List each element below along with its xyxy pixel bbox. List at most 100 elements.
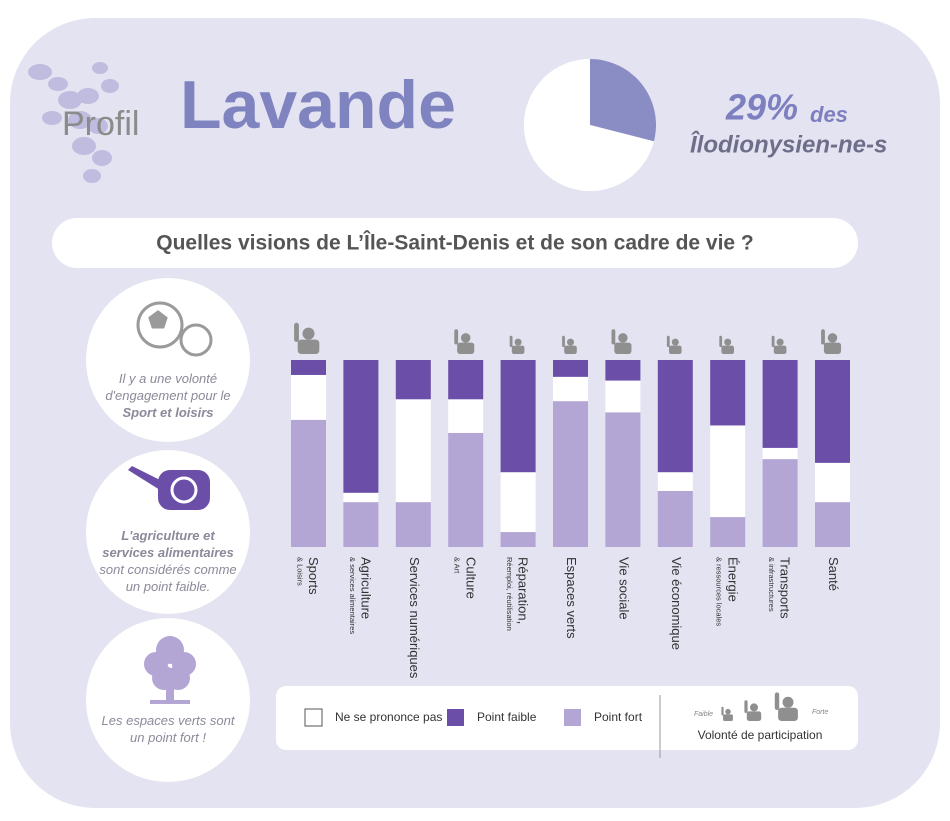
bar-segment (553, 401, 588, 547)
category-label: Transports (778, 557, 793, 619)
bar-segment (291, 419, 326, 547)
note-segment: L'agriculture et services alimentaires (102, 528, 234, 560)
category-label: Vie sociale (616, 557, 631, 620)
bar-segment (395, 502, 431, 547)
person-arm (454, 329, 459, 345)
side-note: Il y a une volonté d'engagement pour le … (98, 370, 238, 421)
person-arm (509, 335, 513, 347)
side-note: L'agriculture et services alimentaires s… (98, 527, 238, 595)
bar-segment (395, 360, 431, 400)
bar-segment (291, 374, 326, 420)
person-arm (562, 335, 565, 347)
note-circle (86, 278, 250, 442)
category-note: & services alimentaires (348, 557, 357, 634)
person-body (823, 342, 842, 354)
bar-segment (500, 472, 536, 533)
person-body (721, 345, 734, 354)
legend-label: Point faible (477, 710, 537, 724)
person-head (514, 338, 522, 346)
person-head (618, 333, 628, 343)
person-arm (294, 322, 299, 342)
participation-icon (666, 335, 682, 354)
category-label: Culture (463, 557, 478, 599)
header-prefix: Profil (62, 105, 139, 143)
bar-segment (762, 459, 798, 547)
bar-segment (343, 360, 379, 493)
person-body (457, 342, 475, 354)
category-label: Vie économique (669, 557, 684, 650)
person-arm (771, 335, 775, 347)
sport-icon (136, 301, 213, 357)
category-note: & Art (453, 557, 462, 574)
participation-high: Forte (812, 709, 828, 716)
legend-label: Ne se prononce pas (335, 710, 442, 724)
category-label: Santé (826, 557, 841, 591)
bar-segment (291, 360, 326, 375)
person-head (724, 338, 732, 346)
legend-icon (774, 692, 798, 721)
participation-low: Faible (694, 711, 713, 718)
bar-segment (553, 376, 588, 402)
question-pill (52, 218, 858, 268)
legend-swatch (304, 708, 323, 727)
participation-icon (509, 335, 525, 354)
person-body (746, 711, 762, 721)
bar-segment (343, 492, 379, 503)
bar-segment (710, 517, 746, 547)
legend-swatch (564, 709, 581, 726)
person-arm (719, 335, 723, 347)
bar-segment (448, 399, 484, 433)
bar-segment (605, 380, 641, 413)
bar-segment (815, 502, 850, 547)
person-head (725, 708, 731, 715)
bar-segment (448, 360, 484, 400)
person-head (776, 338, 784, 346)
person-body (614, 342, 632, 354)
category-note: & ressources locales (715, 557, 724, 626)
bar-segment (500, 532, 536, 547)
person-body (723, 714, 733, 721)
bar-segment (657, 472, 693, 491)
bar-segment (710, 425, 746, 518)
person-head (460, 333, 471, 343)
category-label: Sports (306, 557, 321, 595)
bar-segment (815, 462, 850, 503)
person-body (669, 345, 682, 354)
bar-segment (657, 490, 693, 547)
person-head (750, 703, 758, 712)
side-note: Les espaces verts sont un point fort ! (98, 712, 238, 746)
bar-segment (343, 502, 379, 547)
category-label: Énergie (725, 557, 740, 602)
bar-segment (395, 399, 431, 503)
note-segment: Il y a une volonté d'engagement pour le (105, 371, 231, 403)
tree-icon (144, 636, 196, 704)
person-arm (666, 335, 670, 347)
category-label: Services numériques (407, 557, 422, 679)
bar-segment (762, 447, 798, 460)
lavender-decoration (28, 62, 119, 183)
person-body (564, 345, 577, 354)
header-title: Lavande (180, 67, 456, 143)
category-note: Réemploi, réutilisation (505, 557, 514, 631)
legend-swatch (447, 709, 464, 726)
legend-label: Point fort (594, 710, 643, 724)
bar-segment (500, 360, 536, 473)
person-arm (611, 329, 616, 345)
population: Îlodionysien-ne-s (690, 130, 887, 158)
participation-icon (562, 335, 577, 354)
legend-icon (744, 700, 762, 721)
person-body (778, 707, 798, 721)
bar-segment (605, 360, 641, 381)
category-note: & infrastructures (767, 557, 776, 612)
legend-icon (721, 706, 733, 721)
pie-slice (590, 59, 656, 142)
person-arm (721, 706, 724, 716)
watering-can-icon (128, 466, 210, 510)
participation-icon (454, 329, 475, 354)
bar-segment (762, 360, 798, 448)
bar-segment (815, 360, 850, 463)
share-suffix: des (810, 102, 848, 127)
question: Quelles visions de L’Île-Saint-Denis et … (156, 231, 754, 255)
